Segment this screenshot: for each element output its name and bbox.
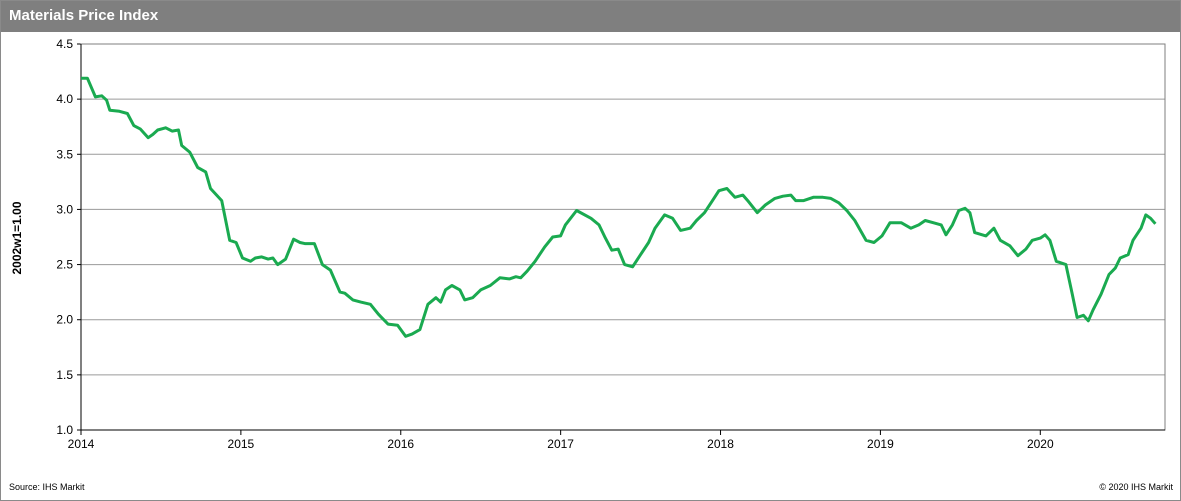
- y-axis-label: 2002w1=1.00: [10, 201, 24, 274]
- x-tick-label: 2016: [387, 437, 414, 451]
- y-tick-label: 1.0: [56, 423, 73, 437]
- data-line: [81, 76, 1157, 338]
- y-tick-label: 3.0: [56, 202, 73, 216]
- x-tick-label: 2015: [228, 437, 255, 451]
- y-tick-label: 4.5: [56, 37, 73, 51]
- chart-title: Materials Price Index: [9, 7, 159, 24]
- x-tick-label: 2020: [1027, 437, 1054, 451]
- y-tick-label: 3.5: [56, 147, 73, 161]
- x-tick-label: 2018: [707, 437, 734, 451]
- copyright: © 2020 IHS Markit: [1099, 482, 1173, 492]
- header-bar: Materials Price Index: [1, 1, 1180, 32]
- x-tick-label: 2014: [68, 437, 95, 451]
- y-tick-label: 2.0: [56, 313, 73, 327]
- x-tick-label: 2017: [547, 437, 574, 451]
- y-tick-label: 4.0: [56, 92, 73, 106]
- plot-frame: [80, 43, 1166, 431]
- x-tick-label: 2019: [867, 437, 894, 451]
- y-tick-label: 1.5: [56, 368, 73, 382]
- source: Source: IHS Markit: [9, 482, 85, 492]
- y-tick-label: 2.5: [56, 258, 73, 272]
